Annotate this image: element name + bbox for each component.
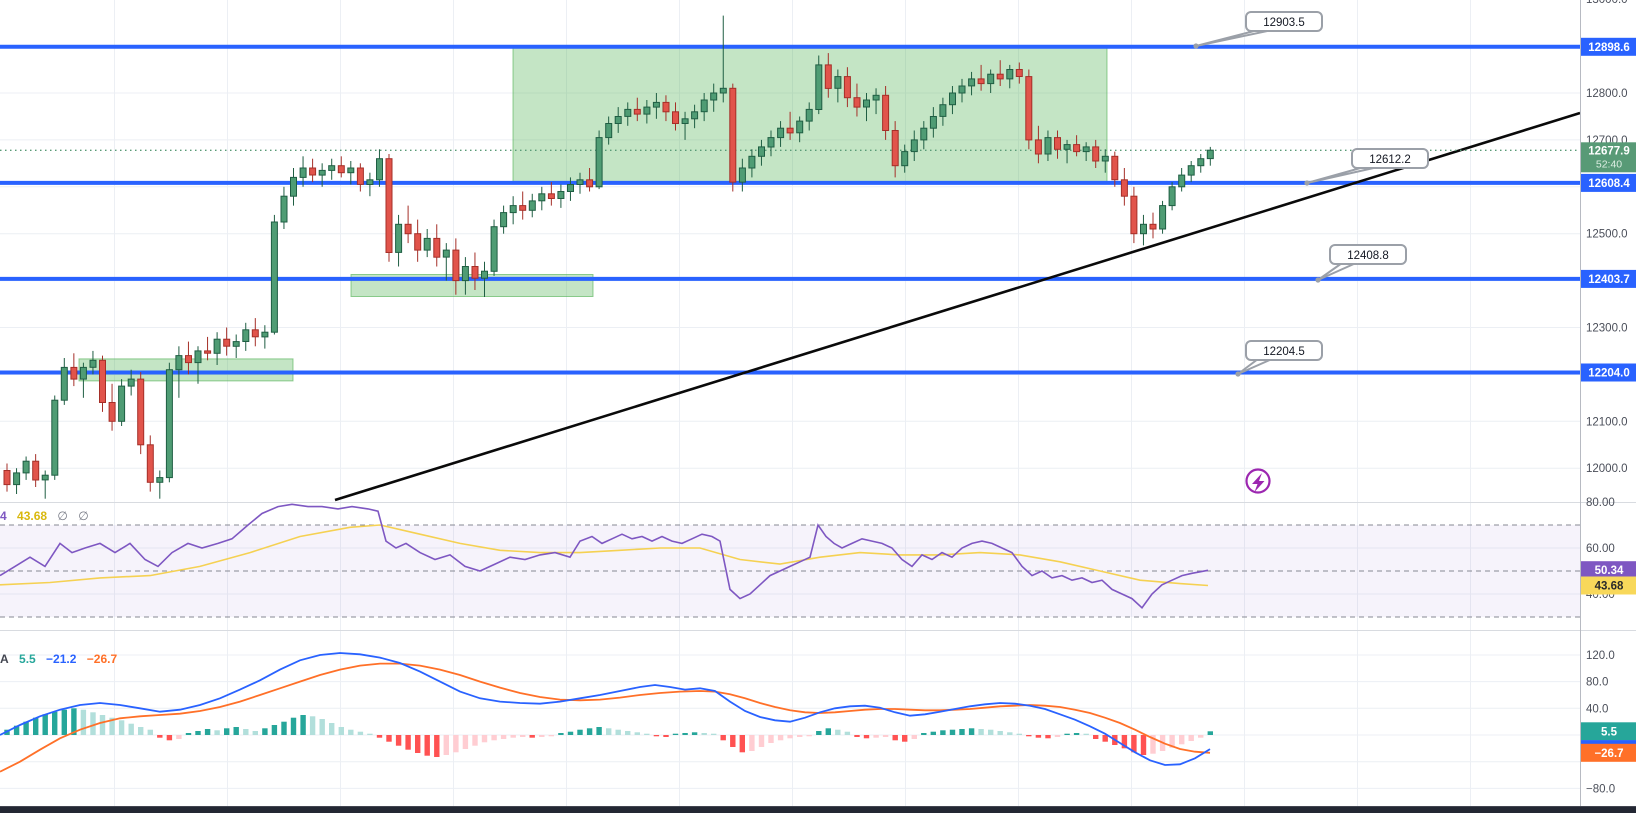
- rsi-line: [0, 503, 1209, 609]
- callout-12204.5[interactable]: 12204.5: [1235, 340, 1323, 377]
- macd-legend[interactable]: A 5.5 −21.2 −26.7: [0, 652, 124, 666]
- axis-tick: 12100.0: [1586, 416, 1628, 428]
- rsi-band: [0, 524, 1580, 618]
- axis-label-12608.4: 12608.4: [1581, 173, 1636, 192]
- axis-tick: 12800.0: [1586, 88, 1628, 100]
- svg-text:12403.7: 12403.7: [1588, 274, 1630, 286]
- rsi-ma-line: [0, 524, 1209, 587]
- rsi-ma-value: 43.68: [17, 509, 48, 523]
- rsi-value: 4: [0, 509, 7, 523]
- svg-text:5.5: 5.5: [1601, 726, 1618, 738]
- svg-text:12677.9: 12677.9: [1588, 145, 1630, 157]
- candles: [3, 15, 1214, 499]
- macd-hist-value: 5.5: [19, 652, 36, 666]
- svg-text:−26.7: −26.7: [1594, 748, 1623, 760]
- svg-text:12612.2: 12612.2: [1369, 154, 1411, 166]
- axis-label-5.5: 5.5: [1581, 722, 1636, 741]
- svg-text:12608.4: 12608.4: [1588, 178, 1630, 190]
- axis-label-−26.7: −26.7: [1581, 743, 1636, 762]
- axis-tick: 12000.0: [1586, 463, 1628, 475]
- axis-tick: 40.0: [1586, 703, 1608, 715]
- macd-line-value: −21.2: [46, 652, 77, 666]
- svg-text:12898.6: 12898.6: [1588, 42, 1630, 54]
- bottom-toolbar-edge[interactable]: [0, 806, 1636, 813]
- svg-text:43.68: 43.68: [1595, 581, 1624, 593]
- svg-text:12204.0: 12204.0: [1588, 368, 1630, 380]
- axis-tick: 80.0: [1586, 677, 1608, 689]
- price-axis[interactable]: 13000.012800.012700.012500.012300.012100…: [1581, 0, 1636, 795]
- axis-label-43.68: 43.68: [1581, 576, 1636, 595]
- rsi-upper-band-empty: ∅: [57, 509, 68, 523]
- rsi-lower-band-empty: ∅: [78, 509, 89, 523]
- rsi-legend[interactable]: 4 43.68 ∅ ∅: [0, 509, 96, 523]
- axis-tick: 12300.0: [1586, 323, 1628, 335]
- axis-tick: 120.0: [1586, 650, 1615, 662]
- axis-tick: 60.00: [1586, 543, 1615, 555]
- lightning-icon[interactable]: [1245, 468, 1271, 494]
- axis-tick: 12500.0: [1586, 229, 1628, 241]
- macd-signal-value: −26.7: [86, 652, 118, 666]
- callout-12408.8[interactable]: 12408.8: [1315, 244, 1407, 283]
- trendline[interactable]: [334, 111, 1581, 502]
- svg-text:12204.5: 12204.5: [1263, 346, 1305, 358]
- svg-text:50.34: 50.34: [1595, 565, 1624, 577]
- axis-label-50.34: 50.34: [1581, 561, 1636, 580]
- axis-tick: −80.0: [1586, 783, 1615, 795]
- axis-tick: 80.00: [1586, 497, 1615, 509]
- callout-12612.2[interactable]: 12612.2: [1304, 148, 1429, 186]
- svg-text:12903.5: 12903.5: [1263, 17, 1305, 29]
- countdown-timer: 52:40: [1596, 158, 1622, 170]
- macd-signal-line: [0, 662, 1211, 773]
- callout-12903.5[interactable]: 12903.5: [1193, 11, 1323, 49]
- axis-label-12204.0: 12204.0: [1581, 363, 1636, 382]
- axis-label-12898.6: 12898.6: [1581, 37, 1636, 56]
- macd-line: [0, 652, 1211, 766]
- axis-label-12403.7: 12403.7: [1581, 269, 1636, 288]
- svg-text:12408.8: 12408.8: [1347, 250, 1389, 262]
- macd-title-cut: A: [0, 652, 9, 666]
- axis-tick: 13000.0: [1586, 0, 1628, 6]
- current-price-label: 12677.952:40: [1581, 142, 1636, 173]
- macd-histogram: [4, 708, 1213, 757]
